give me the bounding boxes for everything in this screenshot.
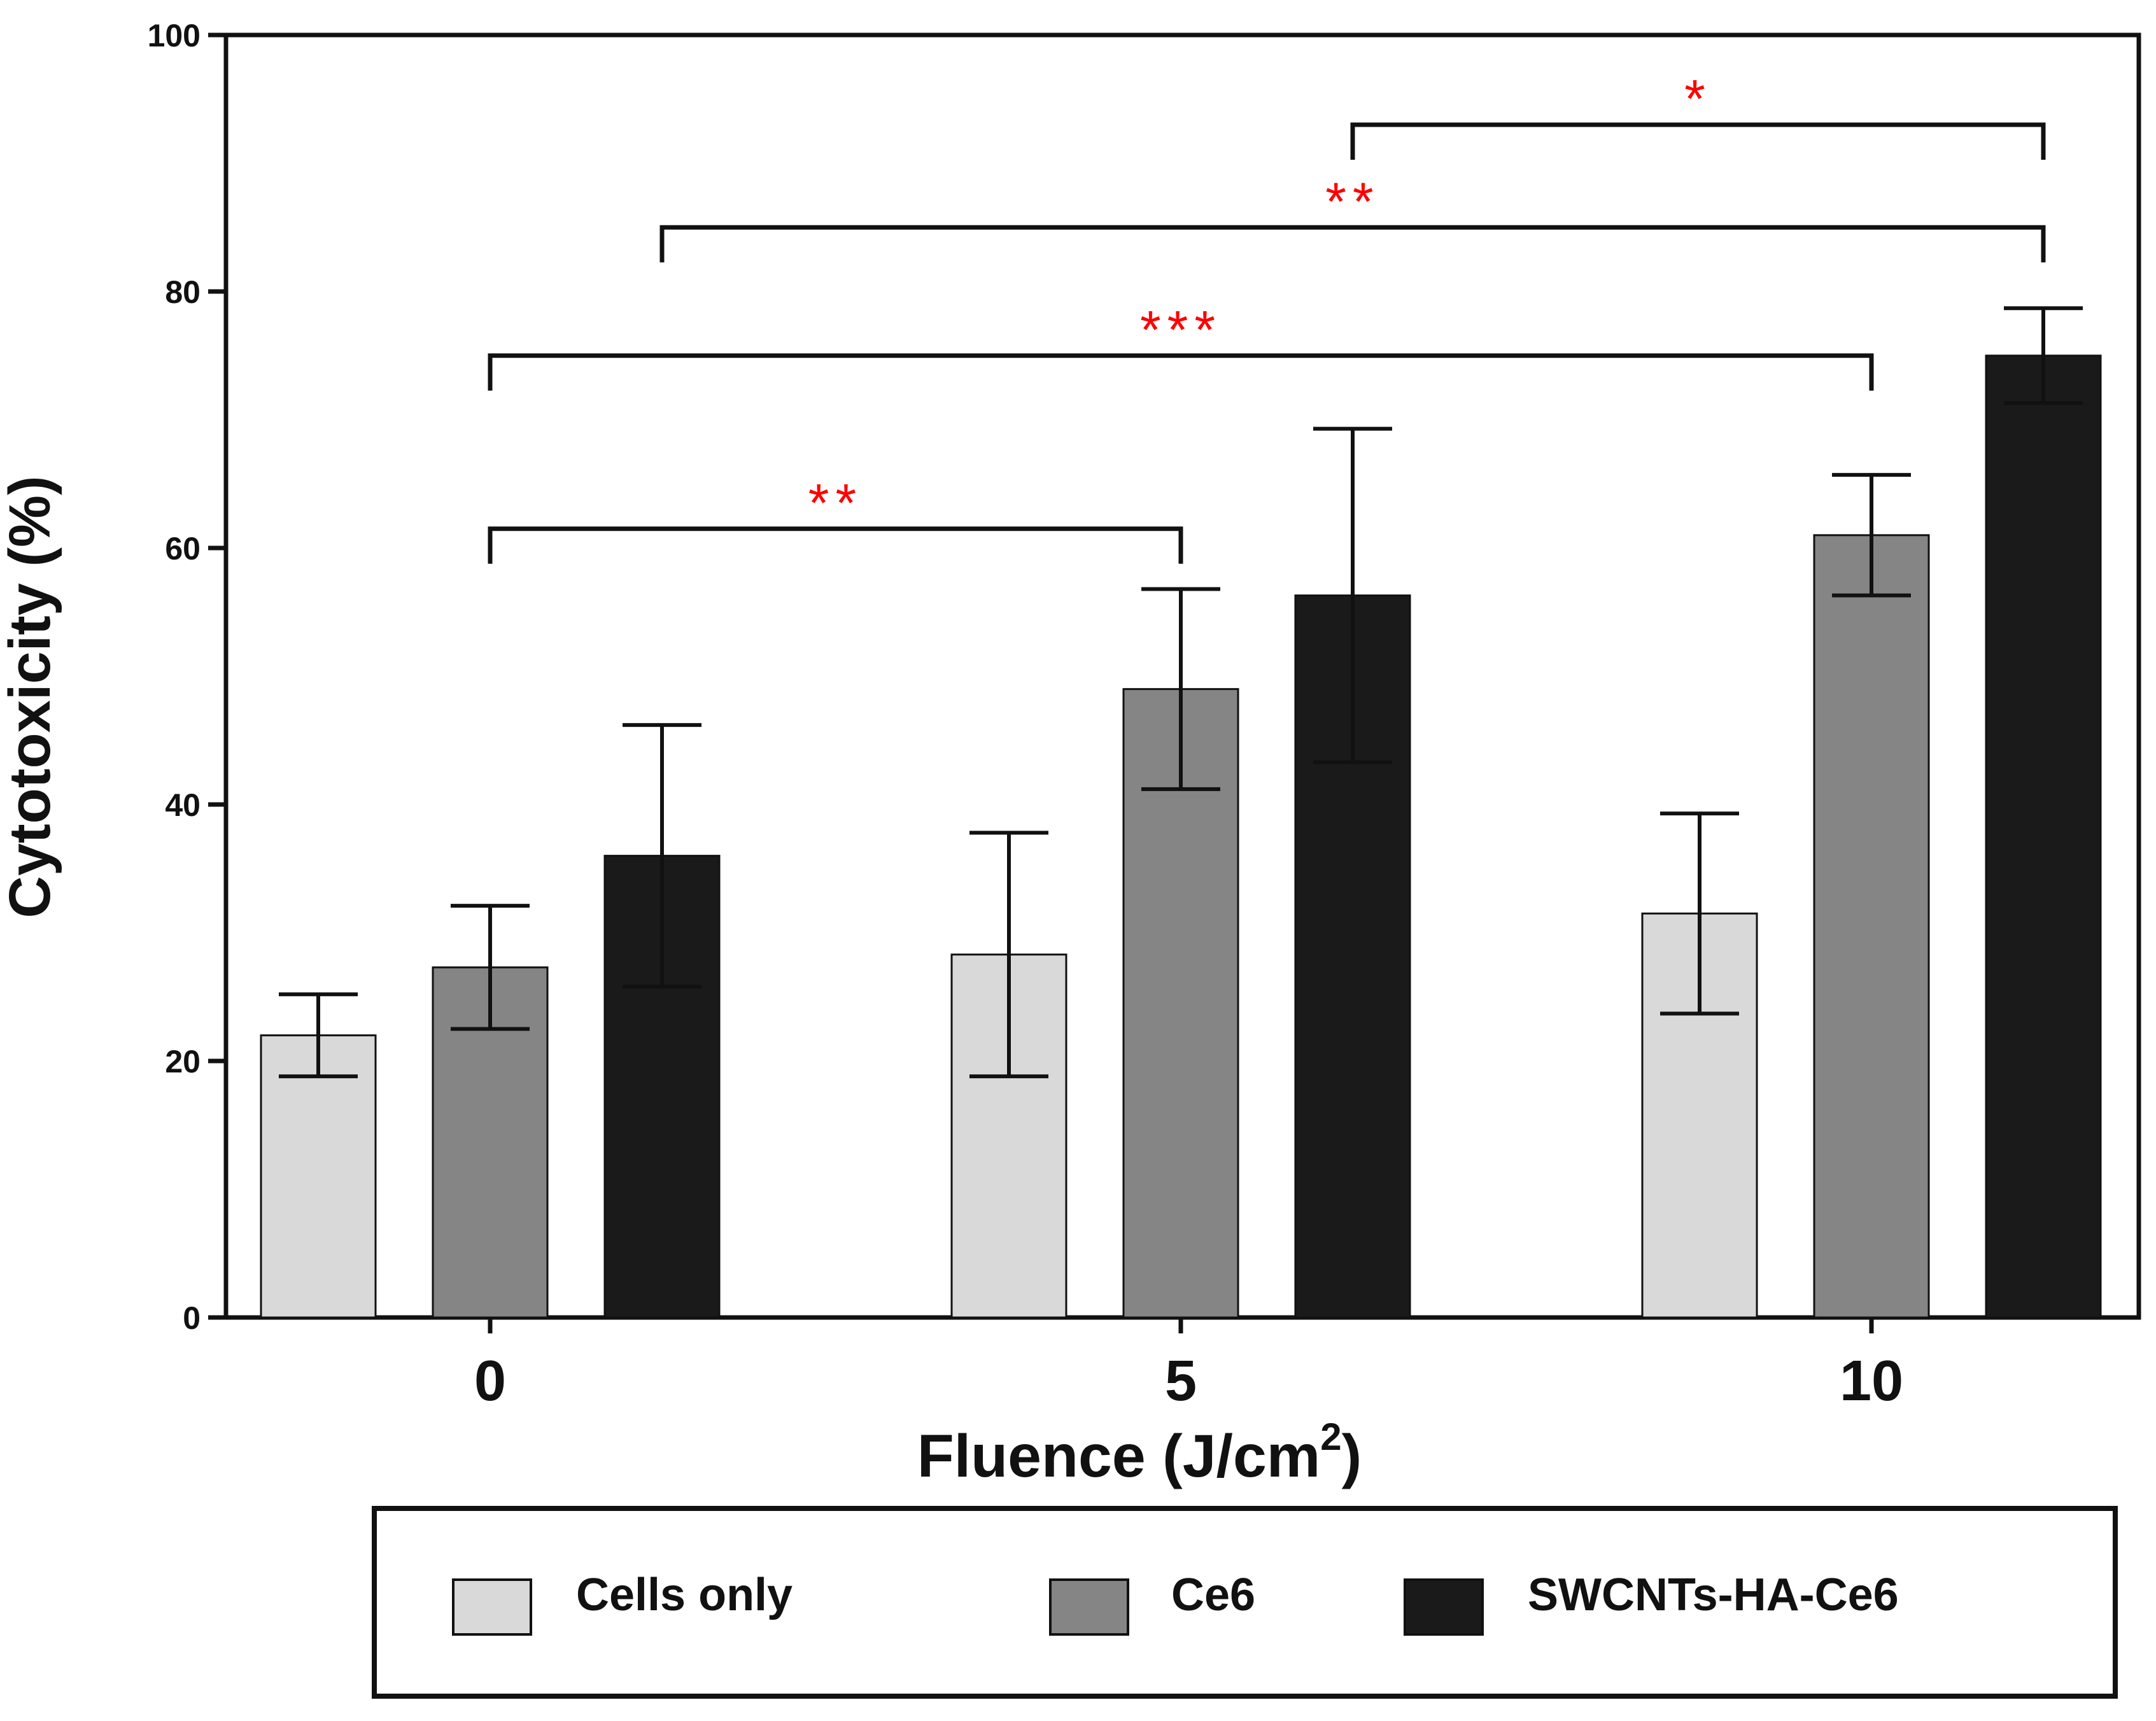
- legend-swatch: [1404, 1578, 1484, 1636]
- significance-bracket: [488, 353, 1874, 391]
- legend-swatch: [452, 1578, 532, 1636]
- x-axis-title-superscript: 2: [1320, 1415, 1341, 1458]
- significance-bracket: [1350, 122, 2046, 160]
- x-tick-label: 0: [474, 1349, 506, 1413]
- significance-label: *: [1684, 69, 1712, 129]
- legend-label: Cells only: [576, 1570, 793, 1620]
- legend-swatch: [1049, 1578, 1129, 1636]
- x-tick-label: 5: [1165, 1349, 1197, 1413]
- y-tick-label: 20: [165, 1044, 201, 1079]
- legend: Cells only Ce6 SWCNTs-HA-Ce6: [372, 1506, 2118, 1699]
- x-axis-title: Fluence (J/cm2): [917, 1415, 1362, 1490]
- significance-label: ***: [1140, 300, 1222, 360]
- x-tick-label: 10: [1840, 1349, 1903, 1413]
- significance-label: **: [1325, 171, 1379, 231]
- y-axis-title: Cytotoxicity (%): [0, 475, 62, 918]
- significance-label: **: [808, 473, 863, 533]
- y-tick-label: 40: [165, 787, 201, 823]
- legend-label: SWCNTs-HA-Ce6: [1528, 1570, 1899, 1620]
- bar: [1985, 355, 2102, 1319]
- bar: [1813, 534, 1930, 1319]
- y-tick-label: 60: [165, 531, 201, 566]
- significance-bracket: [488, 526, 1183, 564]
- y-tick-label: 80: [165, 274, 201, 310]
- legend-box: [372, 1506, 2118, 1699]
- legend-label: Ce6: [1171, 1570, 1255, 1620]
- y-tick-label: 0: [183, 1300, 201, 1336]
- y-tick-label: 100: [148, 18, 201, 53]
- significance-bracket: [659, 225, 2046, 263]
- x-axis-title-suffix: ): [1342, 1422, 1362, 1490]
- x-axis-title-text: Fluence (J/cm: [917, 1422, 1321, 1490]
